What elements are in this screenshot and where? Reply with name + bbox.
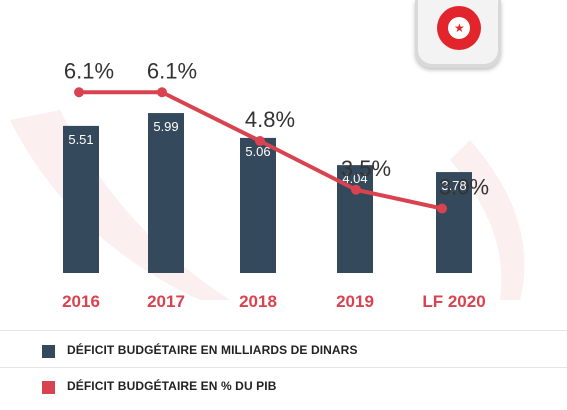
line-point [437,203,447,214]
flag-badge [415,0,501,68]
bar-2018 [240,137,276,273]
line-point [74,87,84,98]
bar-value-label: 5.06 [245,144,270,159]
legend-swatch-bar [42,345,55,358]
bar-value-label: 5.51 [68,132,93,147]
line-value-label: 3.0% [439,175,489,200]
x-tick-label: 2017 [147,292,185,311]
line-value-label: 6.1% [64,58,114,83]
legend-label-bar: DÉFICIT BUDGÉTAIRE EN MILLIARDS DE DINAR… [67,343,358,357]
bar-2016 [63,125,99,274]
bar-2017 [148,113,184,273]
legend-divider-middle [0,367,567,368]
bar-value-label: 4.04 [342,171,367,186]
bar-value-label: 3.78 [441,178,466,193]
legend-label-line: DÉFICIT BUDGÉTAIRE EN % DU PIB [67,379,277,393]
x-tick-label: 2019 [336,292,374,311]
line-point [157,87,167,98]
line-value-label: 4.8% [245,107,295,132]
bar-value-label: 5.99 [153,119,178,134]
flag-crescent-disc: ★ [448,17,470,39]
legend-item-line: DÉFICIT BUDGÉTAIRE EN % DU PIB [42,379,462,397]
legend-divider-top [0,330,567,331]
x-tick-label: 2016 [62,292,100,311]
bar-lf-2020 [436,172,472,273]
legend-swatch-line [42,381,55,394]
legend-item-bar: DÉFICIT BUDGÉTAIRE EN MILLIARDS DE DINAR… [42,343,462,361]
flag-star-icon: ★ [454,21,465,35]
line-value-label: 3.5% [341,156,391,181]
line-point [351,184,361,195]
watermark-shape [10,110,230,300]
x-tick-label: 2018 [239,292,277,311]
line-point [255,136,265,146]
x-tick-label: LF 2020 [422,292,485,311]
tunisia-flag-icon: ★ [437,6,481,50]
line-value-label: 6.1% [147,58,197,83]
